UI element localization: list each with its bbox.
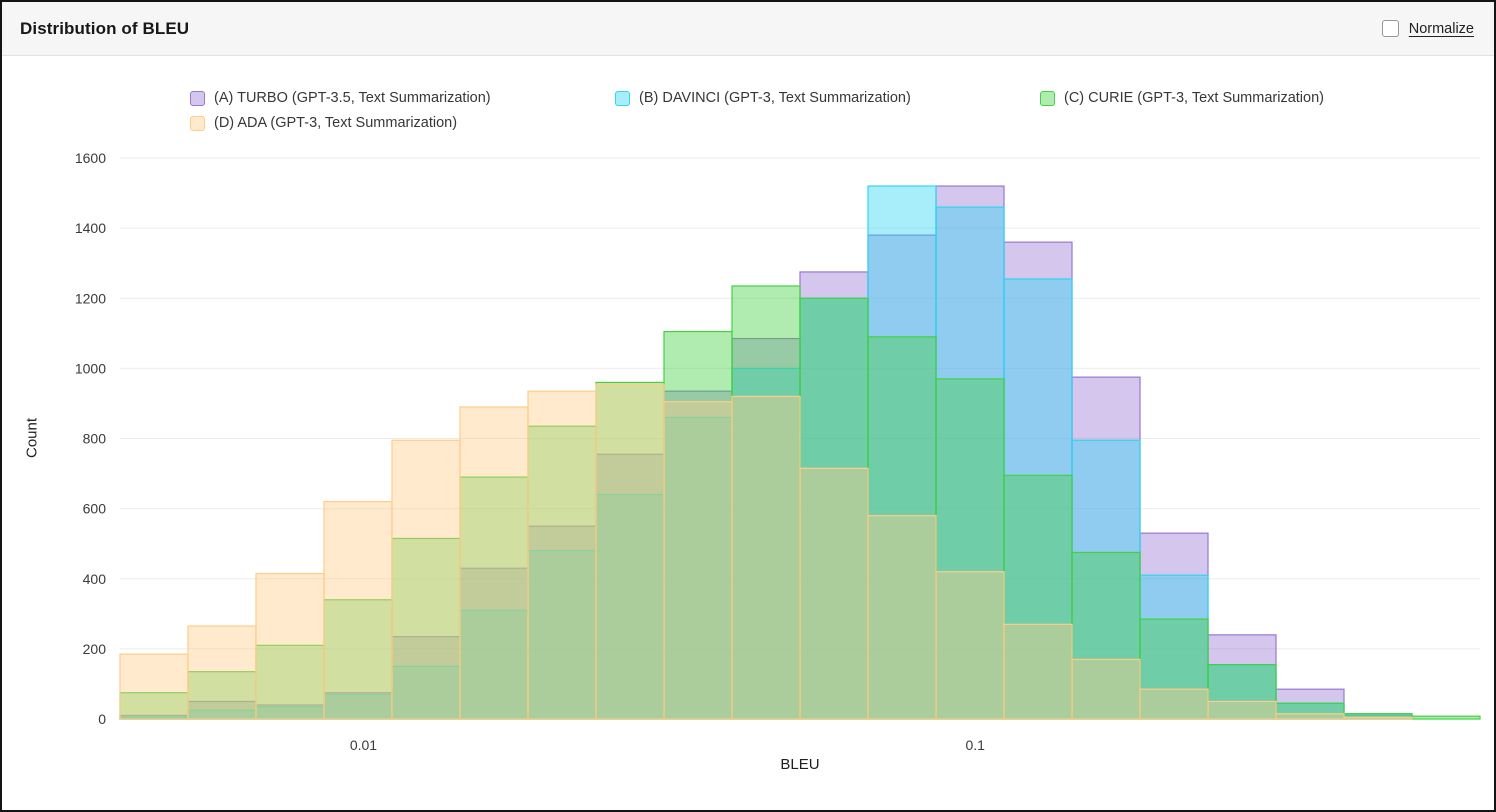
- histogram-bar[interactable]: [255, 572, 325, 720]
- legend-item[interactable]: (B) DAVINCI (GPT-3, Text Summarization): [615, 90, 1010, 106]
- histogram-bar[interactable]: [527, 525, 597, 720]
- histogram-bar[interactable]: [799, 467, 869, 720]
- panel-title: Distribution of BLEU: [20, 18, 190, 38]
- panel-header: Distribution of BLEU Normalize: [2, 2, 1494, 56]
- legend-swatch-icon: [1040, 90, 1055, 106]
- histogram-bar[interactable]: [459, 567, 529, 720]
- histogram-bar[interactable]: [935, 378, 1005, 720]
- y-tick-label: 1400: [75, 220, 106, 236]
- histogram-bar[interactable]: [1411, 715, 1481, 720]
- histogram-bar[interactable]: [935, 571, 1005, 720]
- histogram-bar[interactable]: [731, 337, 801, 720]
- histogram-bar[interactable]: [867, 515, 937, 720]
- histogram-bar[interactable]: [1003, 278, 1073, 720]
- histogram-bar[interactable]: [1071, 658, 1141, 720]
- legend-swatch-icon: [615, 90, 630, 106]
- histogram-bar[interactable]: [459, 609, 529, 720]
- histogram-bar[interactable]: [391, 665, 461, 720]
- legend-label: (A) TURBO (GPT-3.5, Text Summarization): [214, 90, 491, 106]
- legend-label: (D) ADA (GPT-3, Text Summarization): [214, 115, 458, 131]
- legend-item[interactable]: (A) TURBO (GPT-3.5, Text Summarization): [190, 90, 585, 106]
- y-tick-label: 1000: [75, 360, 106, 376]
- histogram-bar[interactable]: [1003, 623, 1073, 720]
- histogram-bar[interactable]: [1207, 664, 1277, 720]
- histogram-bar[interactable]: [1207, 700, 1277, 720]
- histogram-bar[interactable]: [1071, 551, 1141, 720]
- histogram-bar[interactable]: [731, 395, 801, 720]
- y-tick-label: 1600: [75, 150, 106, 166]
- histogram-bar[interactable]: [1003, 241, 1073, 720]
- histogram-bar[interactable]: [527, 550, 597, 720]
- normalize-control[interactable]: Normalize: [1381, 20, 1474, 37]
- histogram-bar[interactable]: [1139, 574, 1209, 720]
- x-tick-label: 0.01: [350, 737, 377, 753]
- histogram-bar[interactable]: [867, 234, 937, 720]
- y-tick-label: 1200: [75, 290, 106, 306]
- histogram-bar[interactable]: [459, 406, 529, 720]
- histogram-bar[interactable]: [119, 653, 189, 720]
- histogram-bar[interactable]: [935, 206, 1005, 720]
- y-tick-label: 200: [83, 641, 107, 657]
- histogram-bar[interactable]: [1139, 532, 1209, 720]
- histogram-bar[interactable]: [527, 425, 597, 720]
- normalize-checkbox[interactable]: [1381, 20, 1399, 37]
- y-tick-label: 600: [83, 501, 107, 517]
- histogram-bar[interactable]: [391, 439, 461, 720]
- histogram-bar[interactable]: [1275, 713, 1345, 720]
- histogram-bar[interactable]: [1071, 376, 1141, 720]
- histogram-bar[interactable]: [1139, 688, 1209, 720]
- histogram-bar[interactable]: [663, 330, 733, 720]
- histogram-bar[interactable]: [527, 390, 597, 720]
- histogram-bar[interactable]: [663, 416, 733, 720]
- histogram-bar[interactable]: [595, 381, 665, 720]
- histogram-bar[interactable]: [799, 271, 869, 720]
- histogram-bar[interactable]: [595, 383, 665, 720]
- legend-label: (C) CURIE (GPT-3, Text Summarization): [1064, 90, 1324, 106]
- legend-label: (B) DAVINCI (GPT-3, Text Summarization): [639, 90, 911, 106]
- histogram-bar[interactable]: [187, 625, 257, 720]
- legend-swatch-icon: [190, 90, 205, 106]
- histogram-bar[interactable]: [935, 185, 1005, 720]
- histogram-bar[interactable]: [663, 401, 733, 720]
- y-tick-label: 0: [98, 711, 106, 727]
- histogram-bar[interactable]: [1071, 439, 1141, 720]
- normalize-label[interactable]: Normalize: [1408, 20, 1474, 37]
- y-axis-label: Count: [23, 417, 41, 459]
- legend-item[interactable]: (D) ADA (GPT-3, Text Summarization): [190, 115, 585, 131]
- histogram-chart: 0 200 400 600 800 1000 1200 1400 1600 0.01 0.1: [75, 150, 1481, 753]
- histogram-bar[interactable]: [323, 501, 393, 720]
- x-axis-label: BLEU: [780, 756, 820, 773]
- legend-item[interactable]: (C) CURIE (GPT-3, Text Summarization): [1040, 90, 1435, 106]
- legend-swatch-icon: [190, 115, 205, 131]
- histogram-bar[interactable]: [391, 636, 461, 720]
- histogram-bar[interactable]: [1343, 716, 1413, 720]
- x-tick-label: 0.1: [965, 737, 985, 753]
- legend: (A) TURBO (GPT-3.5, Text Summarization) (…: [190, 90, 1460, 131]
- y-tick-label: 800: [83, 431, 107, 447]
- chart-area: (A) TURBO (GPT-3.5, Text Summarization) (…: [2, 56, 1494, 810]
- y-tick-label: 400: [83, 571, 107, 587]
